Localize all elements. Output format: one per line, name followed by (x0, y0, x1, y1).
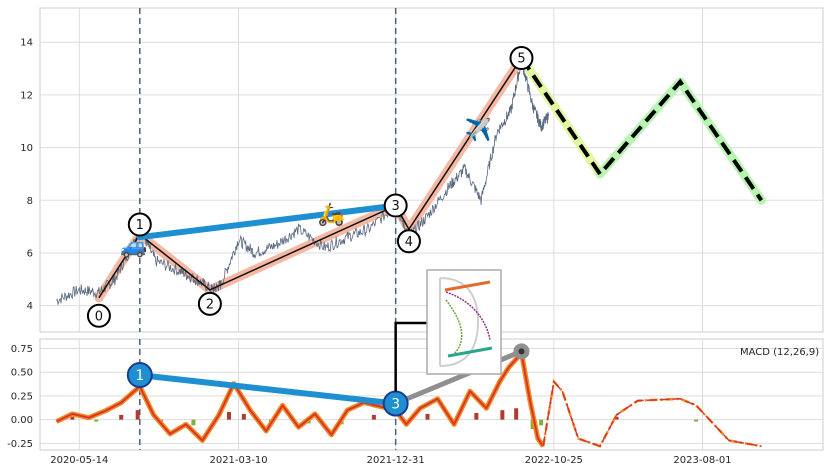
macd-histogram-bar (694, 419, 699, 422)
inset-orange-stroke (444, 280, 491, 292)
macd-trendline (136, 372, 399, 407)
macd-histogram-bar (94, 419, 99, 422)
x-tick-label: 2021-12-31 (367, 455, 425, 466)
macd-histogram-bar (539, 419, 544, 426)
inset-green-curve (445, 299, 463, 357)
price-y-tick-label: 10 (20, 143, 33, 154)
macd-layer: 13 (55, 339, 762, 450)
macd-histogram-bar (226, 412, 231, 420)
x-tick-label: 2020-05-14 (50, 455, 108, 466)
inset-outline (439, 277, 480, 367)
macd-histogram-bar (474, 413, 479, 420)
x-tick-label: 2021-03-10 (209, 455, 267, 466)
macd-peak-dot (518, 348, 525, 355)
tick-labels: 468101214-0.250.000.250.500.752020-05-14… (7, 38, 731, 466)
macd-legend: MACD (12,26,9) (740, 347, 819, 358)
zigzag-point-label: 0 (95, 309, 103, 324)
zigzag-point-marker (509, 46, 534, 71)
macd-y-tick-label: 0.50 (11, 368, 33, 379)
macd-histogram-bar (614, 416, 619, 420)
macd-histogram-bar (135, 410, 140, 420)
x-tick-label: 2023-08-01 (673, 455, 731, 466)
pattern-thumbnail (394, 269, 502, 392)
zigzag-point-marker (86, 303, 111, 328)
macd-point-label: 3 (391, 397, 400, 413)
macd-histogram-bar (500, 410, 505, 420)
zigzag-point-marker (127, 212, 152, 237)
macd-histogram-bar (425, 413, 430, 420)
car-icon: 🚙 (120, 234, 147, 259)
price-layer: 0 1 2 3 4 5 🚙 🛵 ✈️ (56, 8, 766, 332)
price-y-tick-label: 14 (20, 38, 33, 49)
airplane-icon: ✈️ (465, 116, 492, 143)
zigzag-point-marker (197, 291, 222, 316)
x-tick-label: 2022-10-25 (525, 455, 583, 466)
zigzag-point-label: 1 (136, 218, 144, 233)
inset-purple-curve (445, 291, 491, 341)
zigzag-point-label: 2 (206, 297, 214, 312)
inset-connector (394, 321, 427, 392)
macd-histogram-bar (119, 414, 124, 420)
zigzag-point-label: 5 (517, 52, 525, 67)
price-y-tick-label: 4 (27, 301, 33, 312)
zigzag-point-marker (396, 229, 421, 254)
zigzag-point-marker (383, 193, 408, 218)
macd-point-marker (126, 362, 153, 389)
scooter-icon: 🛵 (318, 201, 345, 227)
macd-y-tick-label: 0.00 (11, 415, 33, 426)
macd-histogram-bar (191, 419, 196, 426)
macd-histogram-bar (514, 408, 519, 420)
price-y-tick-label: 12 (20, 90, 33, 101)
macd-y-tick-label: 0.75 (11, 344, 33, 355)
macd-histogram-bar (371, 414, 376, 420)
zigzag-line (98, 57, 523, 299)
zigzag-point-label: 4 (405, 235, 413, 250)
zigzag-point-label: 3 (392, 199, 400, 214)
macd-histogram-bar (241, 413, 246, 420)
inset-teal-stroke (447, 346, 493, 358)
macd-y-tick-label: -0.25 (7, 439, 33, 450)
projection-dashed-line (519, 56, 764, 202)
macd-projection-line (542, 380, 762, 448)
macd-point-label: 1 (135, 368, 144, 384)
price-y-tick-label: 6 (27, 248, 33, 259)
macd-line (56, 352, 545, 447)
macd-y-tick-label: 0.25 (11, 391, 33, 402)
macd-histogram-bar (70, 416, 75, 420)
price-y-tick-label: 8 (27, 196, 33, 207)
price-trendline (136, 202, 399, 241)
